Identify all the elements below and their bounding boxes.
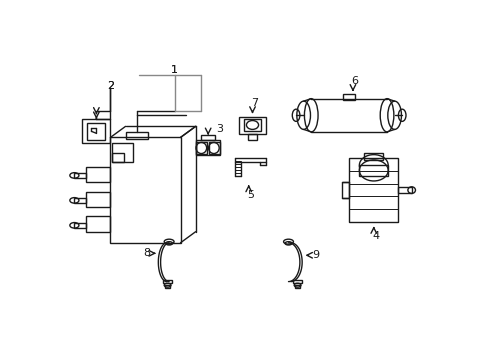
Bar: [201, 135, 214, 140]
Text: 7: 7: [250, 98, 258, 108]
Bar: [74, 198, 85, 203]
Bar: [85, 167, 110, 182]
Text: 9: 9: [312, 250, 319, 260]
Bar: [112, 143, 133, 162]
Bar: [348, 158, 398, 222]
Bar: [87, 123, 105, 140]
Bar: [398, 187, 411, 193]
Bar: [125, 132, 148, 139]
Bar: [341, 182, 348, 198]
Bar: [85, 216, 110, 232]
Text: 2: 2: [106, 81, 114, 91]
Bar: [364, 153, 383, 159]
Text: 1: 1: [171, 64, 178, 75]
Bar: [163, 280, 171, 283]
Bar: [165, 285, 169, 288]
Text: 1: 1: [171, 64, 178, 75]
Bar: [110, 138, 180, 243]
Bar: [85, 192, 110, 207]
Bar: [195, 140, 220, 156]
Bar: [295, 285, 299, 288]
Bar: [112, 153, 123, 162]
Text: 5: 5: [246, 190, 254, 200]
Bar: [82, 120, 110, 143]
Bar: [74, 173, 85, 178]
Bar: [244, 120, 260, 131]
Bar: [208, 142, 219, 153]
Bar: [247, 134, 257, 140]
Bar: [74, 222, 85, 228]
Text: 6: 6: [350, 76, 358, 86]
Text: 8: 8: [142, 248, 150, 258]
Bar: [196, 142, 206, 153]
Text: 4: 4: [371, 231, 379, 242]
Bar: [359, 165, 387, 176]
Bar: [293, 280, 301, 283]
Text: 3: 3: [216, 124, 223, 134]
Bar: [343, 94, 354, 100]
Bar: [239, 117, 265, 134]
Text: 2: 2: [106, 81, 114, 91]
